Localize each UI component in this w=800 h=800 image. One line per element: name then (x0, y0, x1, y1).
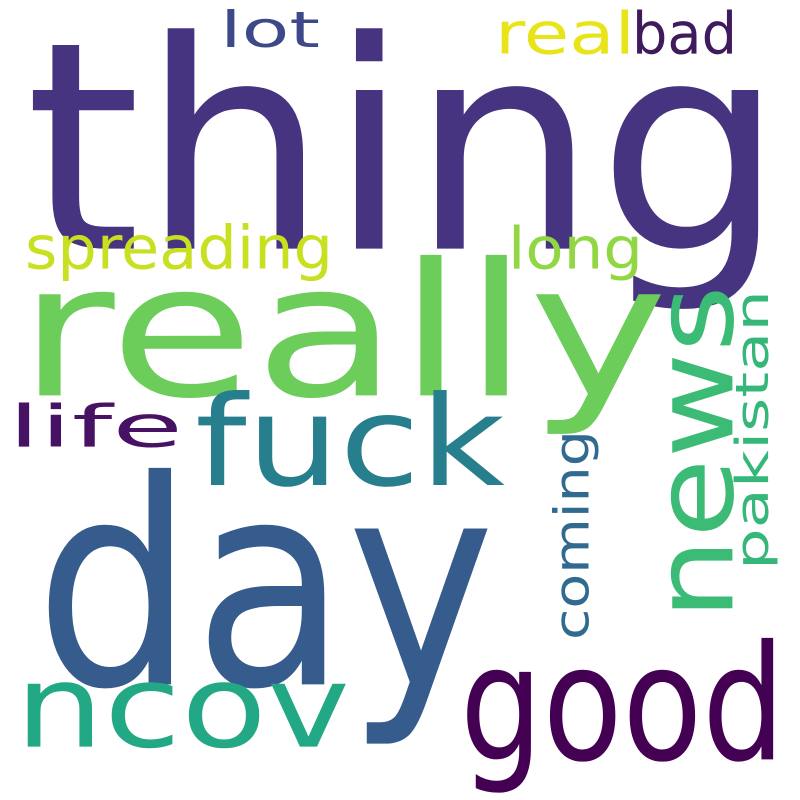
word-real: real (495, 0, 635, 68)
word-really: really (18, 223, 668, 440)
word-life: life (8, 392, 183, 461)
word-pakistan: pakistan (725, 290, 779, 570)
word-coming: coming (543, 430, 600, 640)
word-long: long (508, 214, 643, 283)
word-good: good (460, 610, 785, 798)
word-spreading: spreading (25, 212, 333, 283)
word-bad: bad (632, 0, 737, 68)
word-thing: thing (25, 0, 785, 319)
word-fuck: fuck (195, 368, 505, 515)
word-ncov: ncov (15, 639, 350, 775)
word-lot: lot (220, 0, 320, 59)
word-day: day (35, 419, 495, 753)
